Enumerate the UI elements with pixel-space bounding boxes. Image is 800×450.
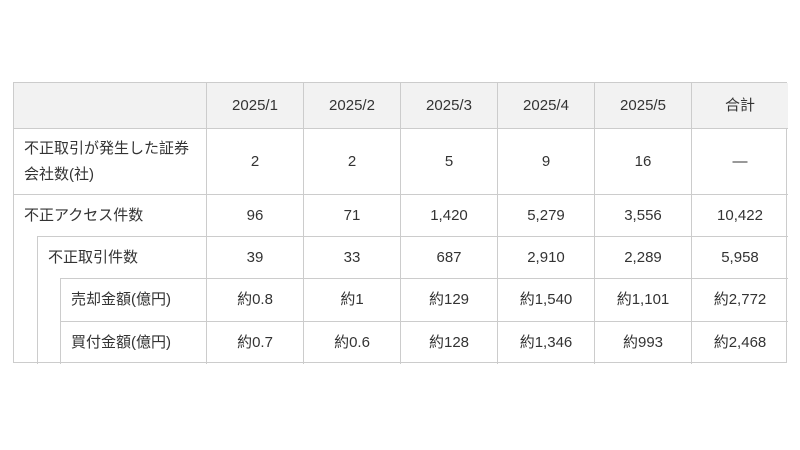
data-cell: 33 [303, 236, 400, 278]
data-cell: 約129 [400, 278, 497, 321]
data-cell: 約2,468 [691, 321, 788, 364]
data-cell: 約2,772 [691, 278, 788, 321]
data-cell: 約0.8 [206, 278, 303, 321]
fraud-statistics-table: 2025/1 2025/2 2025/3 2025/4 2025/5 合計 不正… [13, 82, 788, 364]
data-cell: 約1 [303, 278, 400, 321]
data-cell: 約128 [400, 321, 497, 364]
data-cell: 5,279 [497, 194, 594, 236]
data-cell: — [691, 128, 788, 194]
header-cell-2025-2: 2025/2 [303, 83, 400, 128]
data-cell: 9 [497, 128, 594, 194]
row-label-unauthorized-access: 不正アクセス件数 [14, 194, 206, 236]
header-cell-empty [14, 83, 206, 128]
data-cell: 約1,540 [497, 278, 594, 321]
data-cell: 約0.6 [303, 321, 400, 364]
data-cell: 約0.7 [206, 321, 303, 364]
header-cell-2025-1: 2025/1 [206, 83, 303, 128]
row-label-purchase-amount: 買付金額(億円) [60, 321, 206, 364]
row-label-fraud-trades: 不正取引件数 [37, 236, 206, 278]
data-cell: 10,422 [691, 194, 788, 236]
data-cell: 5,958 [691, 236, 788, 278]
data-cell: 16 [594, 128, 691, 194]
data-cell: 1,420 [400, 194, 497, 236]
data-cell: 2,289 [594, 236, 691, 278]
header-cell-2025-4: 2025/4 [497, 83, 594, 128]
data-cell: 約1,101 [594, 278, 691, 321]
data-cell: 3,556 [594, 194, 691, 236]
data-cell: 71 [303, 194, 400, 236]
data-cell: 約993 [594, 321, 691, 364]
header-cell-total: 合計 [691, 83, 788, 128]
indent-spacer [37, 278, 60, 364]
header-cell-2025-5: 2025/5 [594, 83, 691, 128]
data-cell: 39 [206, 236, 303, 278]
indent-spacer [14, 236, 37, 364]
data-cell: 2 [303, 128, 400, 194]
data-cell: 687 [400, 236, 497, 278]
data-cell: 約1,346 [497, 321, 594, 364]
data-cell: 2,910 [497, 236, 594, 278]
data-cell: 2 [206, 128, 303, 194]
row-label-sale-amount: 売却金額(億円) [60, 278, 206, 321]
header-cell-2025-3: 2025/3 [400, 83, 497, 128]
row-label-companies: 不正取引が発生した証券会社数(社) [14, 128, 206, 194]
data-cell: 5 [400, 128, 497, 194]
data-cell: 96 [206, 194, 303, 236]
